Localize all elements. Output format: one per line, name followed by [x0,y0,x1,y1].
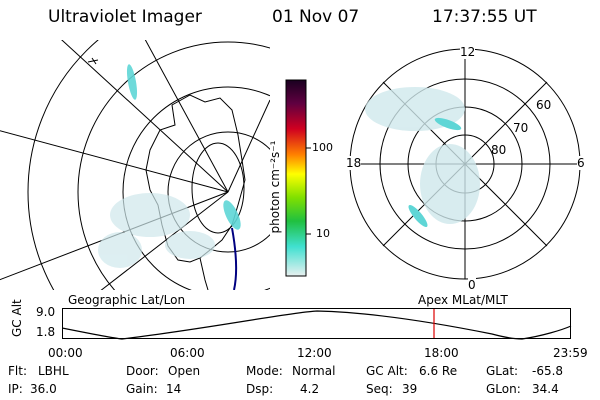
status-ip-value: 36.0 [30,382,57,396]
instrument-title: Ultraviolet Imager [48,7,202,27]
status-flt-label: Flt: [8,364,27,378]
time-tick-0000: 00:00 [48,346,83,360]
status-seq-value: 39 [402,382,418,396]
status-ip-label: IP: [8,382,23,396]
status-gcalt-value: 6.6 Re [419,364,458,378]
right-caption: Apex MLat/MLT [418,293,508,307]
colorbar-tick-10: 10 [316,227,330,240]
time-tick-1800: 18:00 [424,346,459,360]
polar-plot [349,48,581,280]
date-label: 01 Nov 07 [272,7,360,27]
status-gain-label: Gain: [126,382,158,396]
status-glon-label: GLon: [486,382,521,396]
status-dsp-label: Dsp: [246,382,274,396]
colorbar-tick-100: 100 [312,141,333,154]
polar-lat-60: 60 [536,98,552,112]
left-caption: Geographic Lat/Lon [68,293,186,307]
polar-label-12: 12 [460,45,476,59]
status-glat-label: GLat: [486,364,519,378]
geographic-map [0,40,270,290]
status-gain-value: 14 [166,382,182,396]
polar-label-18: 18 [346,156,362,170]
time-tick-2359: 23:59 [553,346,588,360]
time-label: 17:37:55 UT [432,7,537,27]
status-door-value: Open [168,364,201,378]
status-door-label: Door: [126,364,159,378]
time-tick-0600: 06:00 [170,346,205,360]
altitude-ylabel: GC Alt [10,299,24,337]
status-mode-value: Normal [292,364,336,378]
status-glon-value: 34.4 [532,382,559,396]
altitude-ytick-1-8: 1.8 [36,325,56,339]
status-dsp-value: 4.2 [300,382,320,396]
polar-label-6: 6 [577,156,585,170]
polar-lat-80: 80 [491,143,507,157]
colorbar-unit-label: photon cm⁻²s⁻¹ [268,140,282,234]
status-flt-value: LBHL [38,364,69,378]
status-mode-label: Mode: [246,364,283,378]
status-gcalt-label: GC Alt: [366,364,408,378]
polar-label-0: 0 [468,278,476,292]
status-seq-label: Seq: [366,382,393,396]
polar-lat-70: 70 [513,121,529,135]
colorbar [285,79,311,277]
altitude-plot [62,308,572,340]
status-glat-value: -65.8 [532,364,564,378]
altitude-ytick-9: 9.0 [36,305,56,319]
time-tick-1200: 12:00 [297,346,332,360]
